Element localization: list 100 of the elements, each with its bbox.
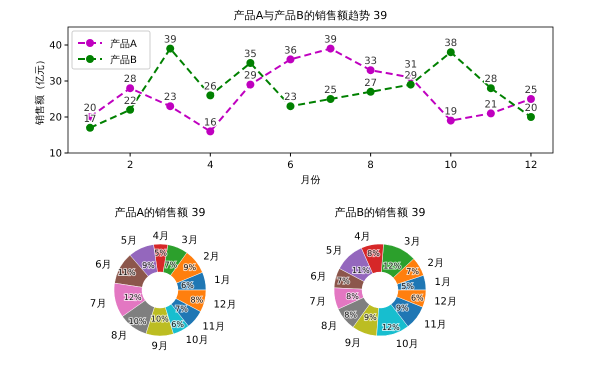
point (126, 84, 134, 92)
slice-label: 3月 (181, 235, 198, 246)
slice-label: 2月 (427, 258, 444, 269)
point (126, 106, 134, 114)
data-label: 6% (410, 294, 424, 303)
chart-title: 产品A与产品B的销售额趋势 39 (234, 9, 388, 22)
slice-label: 10月 (396, 338, 419, 350)
data-label: 12% (124, 292, 142, 302)
data-label: 10% (150, 314, 170, 324)
data-label: 12% (383, 261, 402, 270)
point (446, 116, 455, 125)
slice-label: 2月 (203, 252, 220, 263)
slice-label: 1月 (434, 277, 451, 288)
data-label: 7% (406, 267, 420, 276)
data-label: 38 (444, 38, 458, 50)
slice-label: 1月 (214, 275, 230, 286)
slice-label: 7月 (309, 296, 326, 308)
y-tick-label: 40 (49, 40, 62, 52)
data-label: 39 (324, 34, 337, 46)
point (206, 127, 214, 136)
point (446, 48, 455, 56)
data-label: 25 (524, 85, 538, 96)
data-label: 31 (404, 60, 418, 71)
slice-label: 8月 (110, 330, 128, 342)
point (486, 109, 495, 118)
point (526, 113, 535, 121)
data-label: 7% (164, 260, 178, 270)
data-label: 11% (118, 268, 136, 278)
data-label: 7% (336, 276, 350, 286)
data-label: 33 (364, 56, 377, 68)
slice-label: 10月 (186, 334, 208, 346)
slice-label: 5月 (120, 236, 138, 247)
point (406, 80, 415, 89)
data-label: 12% (382, 322, 400, 332)
point (206, 91, 214, 100)
slice-label: 7月 (90, 298, 106, 310)
slice-label: 8月 (320, 321, 338, 332)
point (486, 84, 495, 92)
data-label: 9% (364, 312, 378, 322)
data-label: 8% (346, 292, 360, 301)
x-tick-label: 6 (287, 160, 294, 171)
data-label: 8% (367, 249, 380, 258)
data-label: 36 (284, 45, 297, 56)
slice-label: 12月 (434, 296, 457, 308)
x-tick-label: 4 (207, 160, 214, 171)
point (166, 102, 174, 110)
slice-label: 6月 (310, 271, 327, 282)
data-label: 29 (244, 70, 257, 82)
point (526, 95, 535, 103)
data-label: 9% (142, 261, 156, 270)
point (326, 44, 335, 53)
point (366, 88, 375, 96)
data-label: 5% (154, 248, 168, 258)
slice-label: 11月 (424, 319, 447, 330)
x-tick-label: 2 (126, 160, 134, 171)
slice-label: 5月 (326, 246, 342, 257)
data-label: 19 (444, 106, 458, 118)
slice-label: 11月 (202, 321, 226, 332)
data-label: 28 (124, 74, 136, 86)
data-label: 25 (324, 85, 337, 96)
data-label: 27 (364, 78, 377, 89)
data-label: 16 (204, 117, 217, 128)
data-label: 6% (171, 320, 184, 330)
data-label: 26 (204, 81, 217, 92)
legend-label: 产品B (110, 54, 137, 66)
x-tick-label: 10 (444, 160, 458, 171)
data-label: 28 (484, 74, 498, 86)
slice-label: 6月 (95, 259, 112, 270)
point (286, 102, 294, 110)
slice-label: 4月 (152, 230, 170, 242)
data-label: 10% (128, 317, 147, 326)
slice-label: 12月 (214, 299, 236, 310)
data-label: 22 (124, 96, 136, 107)
chart-title: 产品B的销售额 39 (334, 206, 426, 219)
point (166, 44, 174, 53)
y-tick-label: 30 (49, 76, 62, 88)
legend-label: 产品A (110, 38, 137, 50)
point (246, 80, 254, 89)
data-label: 8% (344, 310, 358, 320)
x-axis-title: 月份 (300, 175, 320, 186)
data-label: 23 (164, 92, 177, 104)
data-label: 23 (284, 92, 297, 104)
data-label: 39 (164, 34, 177, 46)
data-label: 5% (401, 282, 414, 291)
chart-title: 产品A的销售额 39 (114, 206, 206, 219)
slice-label: 3月 (404, 236, 420, 248)
point (326, 95, 335, 103)
data-label: 9% (183, 262, 196, 272)
point (366, 66, 375, 74)
slice-label: 9月 (344, 338, 362, 349)
data-label: 6% (181, 281, 194, 290)
data-label: 11% (352, 266, 370, 276)
slice-label: 4月 (354, 232, 371, 243)
data-label: 8% (190, 296, 204, 305)
x-tick-label: 12 (524, 160, 538, 171)
x-tick-label: 8 (367, 160, 374, 171)
data-label: 21 (484, 99, 498, 110)
data-label: 20 (524, 103, 538, 114)
data-label: 7% (175, 304, 188, 314)
point (246, 59, 254, 67)
